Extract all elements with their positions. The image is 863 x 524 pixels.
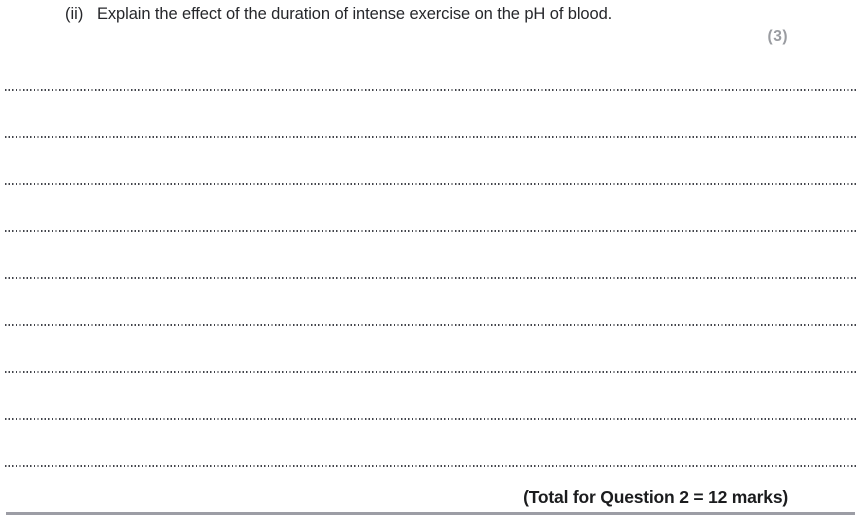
answer-line bbox=[5, 464, 858, 467]
answer-line bbox=[5, 323, 858, 326]
bottom-rule-divider bbox=[6, 512, 855, 515]
answer-line bbox=[5, 229, 858, 232]
total-row: (Total for Question 2 = 12 marks) bbox=[0, 487, 788, 508]
answer-line bbox=[5, 89, 858, 91]
answer-line bbox=[5, 370, 858, 373]
marks-row: (3) bbox=[0, 28, 788, 46]
answer-line bbox=[5, 276, 858, 279]
question-text: Explain the effect of the duration of in… bbox=[97, 5, 613, 23]
question-row: (ii) Explain the effect of the duration … bbox=[0, 4, 863, 26]
marks-badge: (3) bbox=[767, 28, 788, 45]
question-part-label: (ii) bbox=[65, 5, 84, 23]
answer-line bbox=[5, 135, 858, 138]
total-marks-label: (Total for Question 2 = 12 marks) bbox=[523, 487, 788, 507]
answer-line bbox=[5, 182, 858, 185]
answer-lines bbox=[5, 89, 858, 467]
answer-line bbox=[5, 417, 858, 420]
